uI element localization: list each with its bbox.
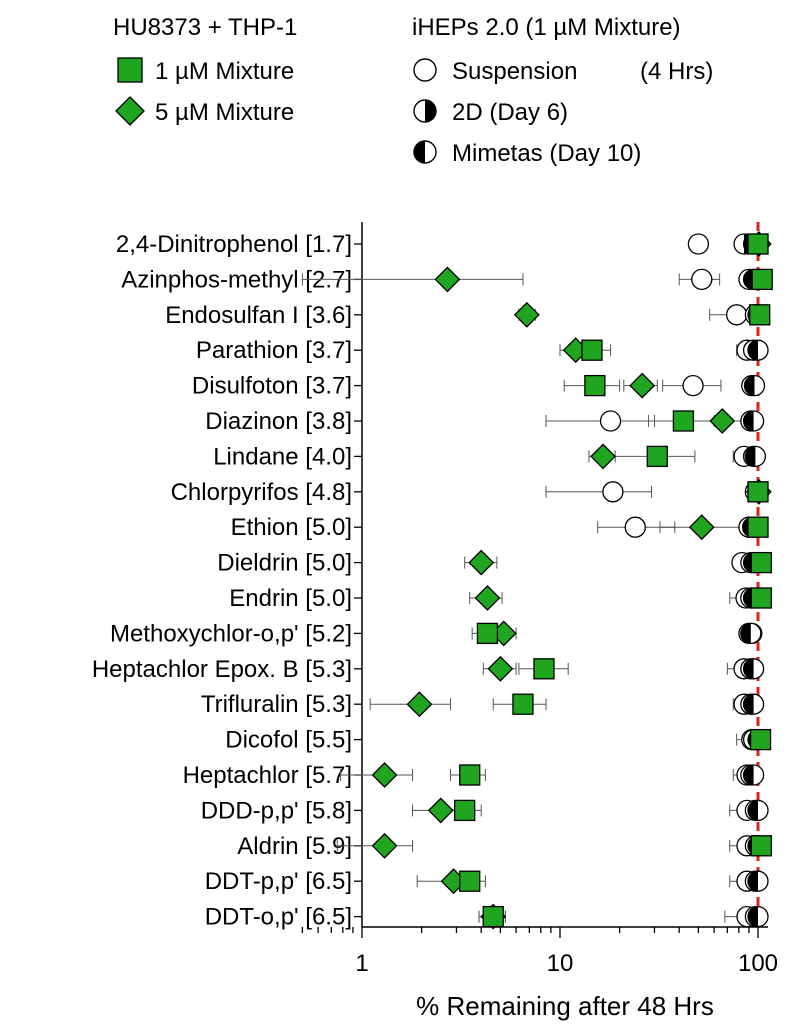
legend-marker-mimetas [413,140,437,164]
category-label: Diazinon [3.8] [205,408,352,435]
legend-label-susp-extra: (4 Hrs) [640,58,713,85]
category-label: DDD-p,p' [5.8] [201,797,352,824]
point-mimetas [742,658,765,680]
category-label: Disulfoton [3.7] [192,373,352,400]
point-mimetas [747,339,769,361]
legend-marker-susp [413,58,437,82]
category-label: Parathion [3.7] [196,337,352,364]
category-label: Dicofol [5.5] [225,727,352,754]
legend-marker-mix1 [117,57,143,83]
legend-label-mimetas: Mimetas (Day 10) [452,140,641,167]
legend-group2-title: iHEPs 2.0 (1 µM Mixture) [412,14,681,41]
point-mix1 [747,481,769,503]
point-susp [624,516,646,538]
category-labels: 2,4-Dinitrophenol [1.7]Azinphos-methyl [… [92,231,352,931]
x-axis-ticks: 1 10 100 [301,927,778,977]
point-mimetas [744,445,767,468]
point-mix1 [750,835,773,857]
point-susp [599,410,622,432]
point-mix5 [371,762,398,788]
category-label: Lindane [4.0] [213,443,352,470]
legend-group1-title: HU8373 + THP-1 [113,14,297,41]
category-label: DDT-o,p' [6.5] [205,904,352,931]
point-mix1 [646,445,668,468]
point-mix1 [482,905,504,928]
category-label: Heptachlor [5.7] [183,762,352,789]
point-mimetas [743,374,766,397]
point-mix1 [749,728,772,751]
point-mix1 [459,764,481,786]
x-tick-label: 10 [547,950,574,977]
point-mix1 [749,304,771,326]
category-label: Aldrin [5.9] [237,833,352,860]
point-mix5 [371,832,398,859]
point-mimetas [742,764,765,786]
legend-label-susp: Suspension [452,58,577,85]
point-mix5 [709,408,736,434]
point-mimetas [742,410,765,432]
category-label: DDT-p,p' [6.5] [205,868,352,895]
point-susp [602,481,624,503]
point-mix5 [629,372,656,399]
x-axis-title: % Remaining after 48 Hrs [416,991,714,1021]
point-mix1 [581,339,603,361]
point-mix1 [459,870,481,892]
legend: HU8373 + THP-1 iHEPs 2.0 (1 µM Mixture) … [113,14,713,167]
error-bars [301,238,769,923]
point-mix5 [474,585,501,611]
point-mix5 [427,797,454,824]
category-label: Dieldrin [5.0] [217,550,352,577]
point-mix5 [513,301,540,328]
point-susp [725,304,748,326]
point-susp [691,268,713,291]
point-mix1 [750,587,773,609]
point-mix5 [688,514,715,541]
point-mimetas [742,693,765,715]
category-label: Endrin [5.0] [229,585,352,612]
point-mimetas [747,870,769,892]
point-mix5 [468,549,495,576]
point-mix5 [590,443,616,470]
data-markers [371,231,773,930]
category-label: Chlorpyrifos [4.8] [171,479,352,506]
x-tick-label: 100 [738,950,778,977]
point-mix1 [584,374,606,397]
point-mix1 [747,233,769,255]
point-mix5 [434,266,461,293]
legend-marker-mix5 [115,96,145,126]
point-mix1 [512,693,534,715]
point-susp [687,233,710,255]
point-mix1 [533,658,555,680]
point-mix1 [672,410,695,432]
category-label: Heptachlor Epox. B [5.3] [92,656,352,683]
category-label: 2,4-Dinitrophenol [1.7] [116,231,352,258]
category-label: Endosulfan I [3.6] [165,302,352,329]
category-label: Trifluralin [5.3] [201,691,352,718]
point-mimetas [740,622,762,645]
point-mix1 [747,516,769,538]
point-mix5 [487,655,514,682]
legend-marker-2d [413,99,437,123]
category-ticks [354,243,362,918]
point-mimetas [747,799,769,822]
point-mimetas [747,905,769,928]
legend-label-2d: 2D (Day 6) [452,99,568,126]
legend-label-mix5: 5 µM Mixture [155,99,294,126]
point-mix1 [476,622,499,645]
point-susp [682,374,704,397]
x-tick-label: 1 [355,950,368,977]
point-mix5 [406,691,433,718]
category-label: Methoxychlor-o,p' [5.2] [110,620,352,647]
point-mix1 [750,551,773,574]
point-mix1 [454,799,476,822]
category-label: Ethion [5.0] [231,514,352,541]
point-mix1 [751,268,773,291]
legend-label-mix1: 1 µM Mixture [155,58,294,85]
